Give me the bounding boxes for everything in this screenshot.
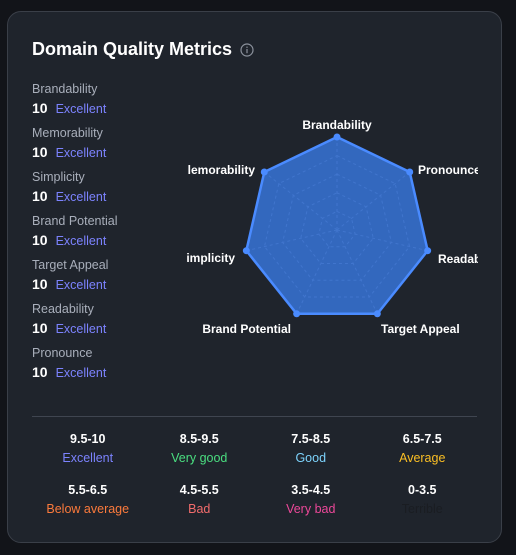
metric-rating: Excellent: [55, 102, 107, 116]
domain-quality-card: Domain Quality Metrics Brandability 10 E…: [7, 11, 502, 543]
metric-rating: Excellent: [55, 322, 107, 336]
metric-brand-potential: Brand Potential 10 Excellent: [32, 214, 192, 258]
metric-rating: Excellent: [55, 234, 107, 248]
legend-label: Very good: [171, 451, 228, 465]
metric-name: Target Appeal: [32, 258, 109, 272]
radar-axis-label: Readabi: [438, 252, 478, 266]
legend-item-below-average: 5.5-6.5 Below average: [32, 483, 144, 516]
metric-value: 10: [32, 320, 48, 336]
legend-item-terrible: 0-3.5 Terrible: [367, 483, 479, 516]
legend-range: 6.5-7.5: [402, 432, 442, 446]
metric-value: 10: [32, 144, 48, 160]
metric-rating: Excellent: [55, 366, 107, 380]
legend-item-very-good: 8.5-9.5 Very good: [144, 432, 256, 465]
legend-item-excellent: 9.5-10 Excellent: [32, 432, 144, 465]
legend-range: 7.5-8.5: [291, 432, 331, 446]
metric-brandability: Brandability 10 Excellent: [32, 82, 192, 126]
metric-value: 10: [32, 276, 48, 292]
metrics-list: Brandability 10 Excellent Memorability 1…: [32, 82, 192, 390]
legend-label: Terrible: [401, 502, 443, 516]
radar-point[interactable]: [406, 168, 414, 176]
legend-range: 3.5-4.5: [291, 483, 331, 497]
info-circle-icon[interactable]: [240, 42, 254, 57]
legend-item-bad: 4.5-5.5 Bad: [144, 483, 256, 516]
legend-divider: [32, 416, 477, 417]
legend-range: 0-3.5: [408, 483, 437, 497]
radar-axis-label: Target Appeal: [381, 322, 460, 336]
radar-axis-label: lemorability: [188, 163, 256, 177]
radar-chart: Brandability Pronounce Readabi Target Appea…: [178, 102, 484, 347]
radar-point[interactable]: [242, 247, 250, 255]
radar-axis-label: Brandability: [302, 118, 372, 132]
radar-axis-label: implicity: [186, 251, 235, 265]
radar-point[interactable]: [424, 247, 432, 255]
legend-item-average: 6.5-7.5 Average: [367, 432, 479, 465]
radar-point[interactable]: [373, 310, 381, 318]
metric-name: Pronounce: [32, 346, 93, 360]
radar-axis-label: Brand Potential: [202, 322, 291, 336]
radar-series-area: [245, 135, 429, 316]
metric-rating: Excellent: [55, 190, 107, 204]
legend-range: 5.5-6.5: [68, 483, 108, 497]
legend-range: 4.5-5.5: [179, 483, 219, 497]
card-title: Domain Quality Metrics: [32, 39, 233, 59]
metric-name: Simplicity: [32, 170, 85, 184]
legend-label: Good: [295, 451, 327, 465]
metric-value: 10: [32, 364, 48, 380]
metric-readability: Readability 10 Excellent: [32, 302, 192, 346]
radar-axis-label: Pronounce: [418, 163, 478, 177]
legend-item-good: 7.5-8.5 Good: [255, 432, 367, 465]
radar-point[interactable]: [293, 310, 301, 318]
legend-label: Excellent: [62, 451, 114, 465]
legend-label: Average: [399, 451, 446, 465]
metric-name: Brand Potential: [32, 214, 118, 228]
metric-name: Readability: [32, 302, 94, 316]
legend-label: Below average: [46, 502, 130, 516]
metric-simplicity: Simplicity 10 Excellent: [32, 170, 192, 214]
metric-name: Brandability: [32, 82, 98, 96]
legend-label: Bad: [188, 502, 211, 516]
metric-value: 10: [32, 232, 48, 248]
rating-legend: 9.5-10 Excellent 8.5-9.5 Very good 7.5-8…: [32, 432, 478, 516]
metric-value: 10: [32, 188, 48, 204]
legend-range: 9.5-10: [70, 432, 106, 446]
metric-rating: Excellent: [55, 278, 107, 292]
card-header: Domain Quality Metrics: [32, 39, 254, 60]
radar-point[interactable]: [333, 133, 341, 141]
metric-rating: Excellent: [55, 146, 107, 160]
metric-memorability: Memorability 10 Excellent: [32, 126, 192, 170]
legend-range: 8.5-9.5: [179, 432, 219, 446]
metric-name: Memorability: [32, 126, 103, 140]
legend-label: Very bad: [286, 502, 336, 516]
legend-item-very-bad: 3.5-4.5 Very bad: [255, 483, 367, 516]
metric-target-appeal: Target Appeal 10 Excellent: [32, 258, 192, 302]
metric-pronounce: Pronounce 10 Excellent: [32, 346, 192, 390]
metric-value: 10: [32, 100, 48, 116]
radar-point[interactable]: [260, 168, 268, 176]
